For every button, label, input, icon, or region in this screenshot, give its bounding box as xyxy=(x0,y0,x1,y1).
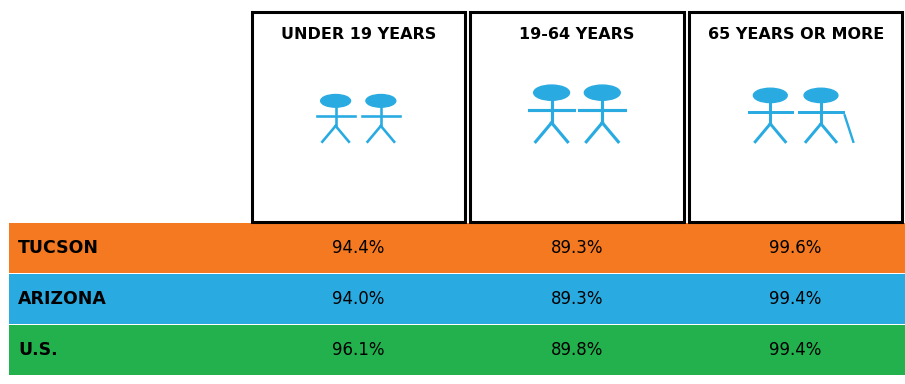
Text: 89.8%: 89.8% xyxy=(551,341,603,359)
Circle shape xyxy=(585,85,620,100)
Text: 99.4%: 99.4% xyxy=(769,290,822,308)
Circle shape xyxy=(534,85,569,100)
Circle shape xyxy=(753,88,787,103)
Bar xyxy=(9,274,905,324)
Bar xyxy=(689,12,902,222)
Text: 89.3%: 89.3% xyxy=(550,239,604,257)
Text: UNDER 19 YEARS: UNDER 19 YEARS xyxy=(281,27,436,42)
Circle shape xyxy=(320,94,350,107)
Text: U.S.: U.S. xyxy=(18,341,58,359)
Text: 99.4%: 99.4% xyxy=(769,341,822,359)
Text: TUCSON: TUCSON xyxy=(18,239,100,257)
Bar xyxy=(252,12,465,222)
Text: ARIZONA: ARIZONA xyxy=(18,290,107,308)
Bar xyxy=(9,223,905,273)
Text: 19-64 YEARS: 19-64 YEARS xyxy=(519,27,634,42)
Circle shape xyxy=(366,94,395,107)
Bar xyxy=(471,12,683,222)
Bar xyxy=(9,325,905,375)
Text: 65 YEARS OR MORE: 65 YEARS OR MORE xyxy=(708,27,884,42)
Circle shape xyxy=(804,88,838,103)
Text: 89.3%: 89.3% xyxy=(550,290,604,308)
Text: 96.1%: 96.1% xyxy=(332,341,385,359)
Text: 94.4%: 94.4% xyxy=(332,239,385,257)
Text: 94.0%: 94.0% xyxy=(332,290,385,308)
Text: 99.6%: 99.6% xyxy=(769,239,822,257)
